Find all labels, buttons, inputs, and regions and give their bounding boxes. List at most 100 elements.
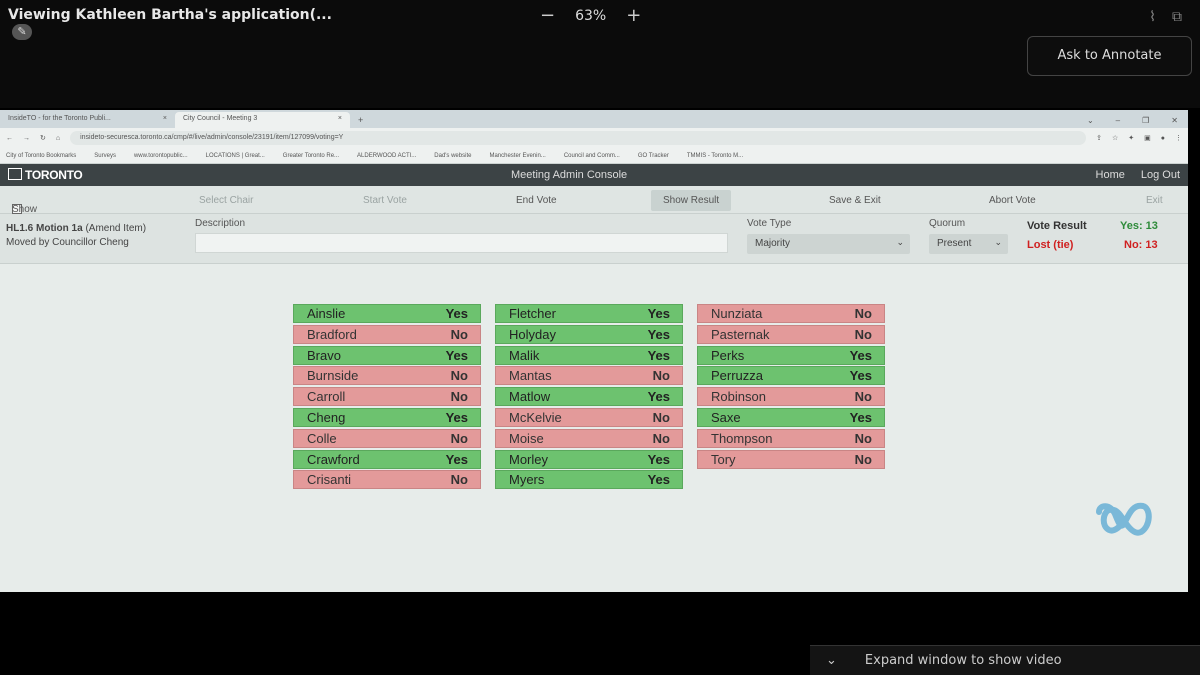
home-icon[interactable]: ⌂ xyxy=(55,134,61,142)
vote-row: Nunziata No xyxy=(697,304,885,323)
vote-value: No xyxy=(652,430,670,446)
browser-tab-insideto[interactable]: InsideTO - for the Toronto Publi... × xyxy=(0,112,175,128)
vote-row: Saxe Yes xyxy=(697,407,885,427)
vote-row: Pasternak No xyxy=(697,324,885,344)
chevron-down-icon[interactable]: ⌄ xyxy=(826,653,837,668)
browser-tab-city-council[interactable]: City Council - Meeting 3 × xyxy=(175,112,350,128)
vote-value: No xyxy=(854,451,872,467)
vote-value: Yes xyxy=(647,306,670,321)
vote-row: Fletcher Yes xyxy=(495,304,683,323)
start-vote-button[interactable]: Start Vote xyxy=(363,195,407,206)
councillor-name: Myers xyxy=(509,472,545,488)
vote-value: Yes xyxy=(647,389,670,405)
item-details: HL1.6 Motion 1a (Amend Item) Moved by Co… xyxy=(0,214,1188,264)
description-field[interactable] xyxy=(195,233,728,253)
header-links: Home Log Out xyxy=(1096,169,1180,181)
vote-value: No xyxy=(450,326,468,342)
bookmark-item[interactable]: GO Tracker xyxy=(637,152,669,159)
vote-row: Ainslie Yes xyxy=(293,304,481,323)
vote-row: Bradford No xyxy=(293,324,481,344)
sidebar-icon[interactable]: ▣ xyxy=(1144,135,1151,142)
reload-icon[interactable]: ↻ xyxy=(40,135,46,142)
url-field[interactable]: insideto-securesca.toronto.ca/cmp/#/live… xyxy=(70,131,1087,145)
vote-value: No xyxy=(652,409,670,425)
yes-count: Yes: 13 xyxy=(1120,220,1158,232)
tab-strip: InsideTO - for the Toronto Publi... × Ci… xyxy=(0,110,1188,128)
councillor-name: Saxe xyxy=(711,409,741,425)
extensions-icon[interactable]: ✦ xyxy=(1128,135,1135,142)
pencil-icon[interactable]: ✎ xyxy=(12,24,32,40)
ask-to-annotate-button[interactable]: Ask to Annotate xyxy=(1027,36,1192,76)
bookmark-item[interactable]: Manchester Evenin... xyxy=(489,152,546,159)
toronto-logo[interactable]: TORONTO xyxy=(8,168,83,182)
bookmark-item[interactable]: www.torontopublic... xyxy=(133,152,188,159)
councillor-name: Mantas xyxy=(509,368,552,384)
show-result-button[interactable]: Show Result xyxy=(651,190,732,211)
vote-row: Thompson No xyxy=(697,428,885,448)
back-icon[interactable]: ← xyxy=(6,134,13,142)
logo-text: TORONTO xyxy=(25,168,83,182)
profile-icon[interactable]: ● xyxy=(1160,134,1165,142)
vote-value: No xyxy=(450,430,468,446)
new-tab-button[interactable]: + xyxy=(358,115,364,125)
share-icon[interactable]: ⇪ xyxy=(1096,135,1102,142)
popout-icon[interactable]: ⧉ xyxy=(1172,8,1182,24)
quorum-label: Quorum xyxy=(929,218,966,229)
quorum-select[interactable]: Present ⌄ xyxy=(929,234,1008,254)
expand-video-bar[interactable]: ⌄ Expand window to show video xyxy=(810,645,1200,675)
minimize-icon[interactable]: – xyxy=(1115,116,1121,125)
close-window-icon[interactable]: ✕ xyxy=(1171,116,1178,125)
bookmark-item[interactable]: Greater Toronto Re... xyxy=(282,152,340,159)
vote-value: No xyxy=(450,368,468,384)
chevron-down-icon: ⌄ xyxy=(896,237,904,247)
menu-icon[interactable]: ⋮ xyxy=(1175,135,1182,142)
vote-row: Robinson No xyxy=(697,387,885,407)
vote-row: Cheng Yes xyxy=(293,407,481,427)
bookmark-item[interactable]: LOCATIONS | Great... xyxy=(205,152,265,159)
vote-type-value: Majority xyxy=(755,238,791,249)
zoom-in-button[interactable]: + xyxy=(626,5,642,26)
forward-icon[interactable]: → xyxy=(23,134,30,142)
bookmark-item[interactable]: Dad's website xyxy=(434,152,472,159)
councillor-name: Matlow xyxy=(509,389,551,405)
bookmark-item[interactable]: City of Toronto Bookmarks xyxy=(6,152,77,159)
show-content-checkbox[interactable] xyxy=(12,204,22,214)
vote-value: Yes xyxy=(445,451,468,467)
bookmark-item[interactable]: TMMIS - Toronto M... xyxy=(686,152,744,159)
vote-row: McKelvie No xyxy=(495,407,683,427)
signal-icon[interactable]: ⌇ xyxy=(1149,8,1156,24)
vote-row: Morley Yes xyxy=(495,449,683,469)
councillor-name: Malik xyxy=(509,347,540,363)
vote-row: Perks Yes xyxy=(697,345,885,365)
close-icon[interactable]: × xyxy=(337,115,342,122)
close-icon[interactable]: × xyxy=(162,115,167,122)
home-link[interactable]: Home xyxy=(1095,169,1125,181)
vote-row: Colle No xyxy=(293,428,481,448)
moved-by: Moved by Councillor Cheng xyxy=(6,237,129,248)
vote-result-label: Vote Result xyxy=(1027,220,1087,232)
save-exit-button[interactable]: Save & Exit xyxy=(829,195,881,206)
vote-value: Yes xyxy=(445,306,468,321)
zoom-out-button[interactable]: − xyxy=(540,5,556,26)
restore-icon[interactable]: ❐ xyxy=(1142,116,1150,125)
exit-button[interactable]: Exit xyxy=(1146,195,1163,206)
vote-value: Yes xyxy=(647,472,670,488)
item-code: HL1.6 Motion 1a xyxy=(6,223,83,234)
vote-value: No xyxy=(450,389,468,405)
logout-link[interactable]: Log Out xyxy=(1140,169,1180,181)
bookmark-item[interactable]: Surveys xyxy=(94,152,116,159)
select-chair-button[interactable]: Select Chair xyxy=(199,195,254,206)
vote-type-select[interactable]: Majority ⌄ xyxy=(747,234,910,254)
vote-outcome: Lost (tie) xyxy=(1027,239,1074,251)
bookmark-item[interactable]: Council and Comm... xyxy=(563,152,620,159)
vote-row: Carroll No xyxy=(293,387,481,407)
chevron-down-icon[interactable]: ⌄ xyxy=(1086,116,1094,125)
bookmark-item[interactable]: ALDERWOOD ACTI... xyxy=(357,152,417,159)
councillor-name: Ainslie xyxy=(307,306,346,321)
star-icon[interactable]: ☆ xyxy=(1111,135,1119,142)
abort-vote-button[interactable]: Abort Vote xyxy=(989,195,1036,206)
browser-window: InsideTO - for the Toronto Publi... × Ci… xyxy=(0,110,1188,592)
councillor-name: Burnside xyxy=(307,368,359,384)
end-vote-button[interactable]: End Vote xyxy=(516,195,557,206)
page-title: Meeting Admin Console xyxy=(511,169,628,181)
